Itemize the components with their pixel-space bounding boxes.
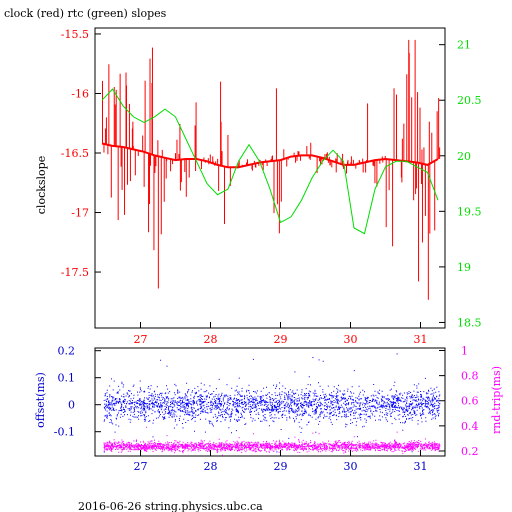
y-right-tick-label: 20.5 — [457, 94, 482, 107]
x-tick-label: 31 — [414, 333, 428, 346]
y-right-tick-label: 0.6 — [461, 395, 479, 408]
top-y-axis-label: clockslope — [35, 156, 48, 214]
x-tick-label: 28 — [204, 460, 218, 473]
footer-text: 2016-06-26 string.physics.ubc.ca — [78, 500, 263, 512]
y-right-tick-label: 21 — [457, 39, 471, 52]
y-tick-label: -16.5 — [61, 147, 89, 160]
bottom-y-axis-right: 1 0.8 0.6 0.4 0.2 — [439, 345, 479, 458]
y-right-tick-label: 0.4 — [461, 420, 479, 433]
y-right-tick-label: 19.5 — [457, 205, 482, 218]
top-y-axis-left: -15.5 -16 -16.5 -17 -17.5 — [61, 28, 101, 279]
rnd-trip-points — [103, 426, 441, 456]
y-tick-label: 0.1 — [58, 372, 76, 385]
x-tick-label: 27 — [134, 333, 148, 346]
y-tick-label: -15.5 — [61, 28, 89, 41]
bottom-x-axis: 27 28 29 30 31 — [134, 450, 428, 473]
bottom-right-axis-label: rnd-trip(ms) — [490, 366, 503, 434]
clock-noise-spikes — [101, 39, 441, 300]
y-right-tick-label: 18.5 — [457, 316, 482, 329]
x-tick-label: 30 — [344, 460, 358, 473]
x-tick-label: 31 — [414, 460, 428, 473]
x-tick-label: 27 — [134, 460, 148, 473]
y-tick-label: -16 — [71, 87, 89, 100]
top-series-lines — [101, 88, 439, 235]
top-x-axis: 27 28 29 30 31 — [134, 322, 428, 346]
y-right-tick-label: 19 — [457, 261, 471, 274]
top-plot-frame — [94, 27, 446, 329]
x-tick-label: 30 — [344, 333, 358, 346]
x-tick-label: 29 — [274, 333, 288, 346]
y-right-tick-label: 20 — [457, 150, 471, 163]
y-tick-label: -17.5 — [61, 266, 89, 279]
chart-title: clock (red) rtc (green) slopes — [4, 7, 167, 20]
bottom-plot-frame — [94, 347, 446, 457]
x-tick-label: 28 — [204, 333, 218, 346]
bottom-scatter-points — [103, 353, 441, 456]
y-right-tick-label: 0.8 — [461, 370, 479, 383]
y-tick-label: -0.1 — [54, 426, 75, 439]
top-y-axis-right: 21 20.5 20 19.5 19 18.5 — [439, 39, 482, 329]
bottom-panel: 0.2 0.1 0 -0.1 1 0.8 0.6 0.4 0.2 27 28 29 30 31 off… — [34, 345, 503, 473]
bottom-y-axis-label: offset(ms) — [34, 372, 47, 428]
y-tick-label: 0.2 — [58, 345, 76, 358]
y-right-tick-label: 0.2 — [461, 445, 479, 458]
bottom-y-axis-left: 0.2 0.1 0 -0.1 — [54, 345, 101, 439]
top-panel: -15.5 -16 -16.5 -17 -17.5 21 20.5 20 19.5 19 18.5… — [35, 27, 482, 346]
y-tick-label: -17 — [71, 207, 89, 220]
y-right-tick-label: 1 — [461, 345, 468, 358]
y-tick-label: 0 — [68, 399, 75, 412]
x-tick-label: 29 — [274, 460, 288, 473]
rtc-line — [101, 88, 439, 235]
offset-points — [103, 353, 441, 453]
clock-line — [101, 142, 439, 169]
